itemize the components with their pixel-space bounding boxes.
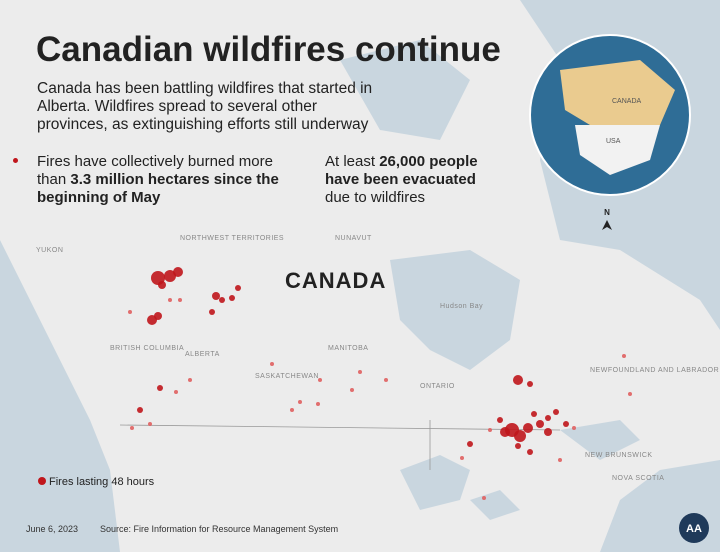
fire-dot [513, 375, 523, 385]
fire-dot [572, 426, 576, 430]
st-lawrence [560, 420, 640, 460]
fire-dot [482, 496, 486, 500]
fact: Fires have collectively burned more than… [37, 153, 287, 207]
fire-dot [500, 427, 510, 437]
fire-dot [168, 298, 172, 302]
globe-usa [575, 125, 660, 175]
fire-dot [188, 378, 192, 382]
region-label: SASKATCHEWAN [255, 373, 319, 380]
fire-dot [350, 388, 354, 392]
region-label: YUKON [36, 247, 63, 254]
fire-dot [536, 420, 544, 428]
pacific [0, 240, 120, 552]
fires [128, 267, 632, 500]
fire-dot [531, 411, 537, 417]
fire-dot [488, 428, 492, 432]
fire-dot [515, 443, 521, 449]
fire-dot [558, 458, 562, 462]
region-label: NUNAVUT [335, 235, 372, 242]
great-lakes [400, 455, 520, 520]
fact-highlight: 3.3 million hectares since the beginning… [37, 171, 279, 206]
fact-text: Fires have collectively burned more than [37, 153, 273, 188]
fire-dot [544, 428, 552, 436]
legend-dot [38, 477, 46, 485]
fire-dot [212, 292, 220, 300]
globe-canada [560, 60, 675, 125]
fire-dot [290, 408, 294, 412]
fire-dot [158, 281, 166, 289]
region-label: ONTARIO [420, 383, 455, 390]
fire-dot [298, 400, 302, 404]
hudson-bay [390, 250, 520, 370]
globe-label: CANADA [612, 98, 642, 105]
fire-dot [174, 390, 178, 394]
fire-dot [527, 381, 533, 387]
compass-arrow [602, 220, 612, 230]
fire-dot [219, 297, 225, 303]
fire-dot [563, 421, 569, 427]
fire-dot [178, 298, 182, 302]
border [119, 420, 561, 470]
fire-dot [130, 426, 134, 430]
region-label: MANITOBA [328, 345, 368, 352]
fire-dot [148, 422, 152, 426]
fire-dot [514, 430, 526, 442]
arctic-water [340, 40, 470, 140]
fact-dot [13, 158, 18, 163]
fire-dot [460, 456, 464, 460]
logo [679, 513, 709, 543]
fire-dot [467, 441, 473, 447]
region-label: NOVA SCOTIA [612, 475, 664, 482]
source: Source: Fire Information for Resource Ma… [100, 524, 338, 534]
fire-dot [137, 407, 143, 413]
region-label: NEWFOUNDLAND AND LABRADOR [590, 367, 719, 374]
fact-text: due to wildfires [325, 189, 426, 206]
fire-dot [128, 310, 132, 314]
fire-dot [523, 423, 533, 433]
region-label: Hudson Bay [440, 303, 483, 310]
fire-dot [209, 309, 215, 315]
logo-text: AA [686, 523, 702, 535]
fire-dot [318, 378, 322, 382]
region-label: NEW BRUNSWICK [585, 452, 653, 459]
fire-dot [497, 417, 503, 423]
globe-label: USA [606, 138, 621, 145]
region-label: BRITISH COLUMBIA [110, 345, 184, 352]
region-label: ALBERTA [185, 351, 220, 358]
fire-dot [622, 354, 626, 358]
fire-dot [157, 385, 163, 391]
fact: At least 26,000 people have been evacuat… [325, 153, 505, 207]
legend-label: Fires lasting 48 hours [49, 476, 155, 488]
fire-dot [229, 295, 235, 301]
subtitle: Canada has been battling wildfires that … [37, 80, 373, 133]
region-label: NORTHWEST TERRITORIES [180, 235, 284, 242]
country-label: CANADA [285, 268, 386, 293]
fire-dot [164, 270, 176, 282]
fire-dot [235, 285, 241, 291]
fact-text: At least [325, 153, 380, 170]
fire-dot [173, 267, 183, 277]
fire-dot [527, 449, 533, 455]
title: Canadian wildfires continue [36, 30, 501, 69]
fire-dot [270, 362, 274, 366]
fire-dot [628, 392, 632, 396]
fire-dot [154, 312, 162, 320]
fire-dot [384, 378, 388, 382]
date: June 6, 2023 [26, 524, 78, 534]
fire-dot [316, 402, 320, 406]
fire-dot [545, 415, 551, 421]
compass: N [604, 208, 610, 217]
fact-highlight: 26,000 people have been evacuated [325, 153, 478, 188]
fire-dot [553, 409, 559, 415]
fire-dot [358, 370, 362, 374]
